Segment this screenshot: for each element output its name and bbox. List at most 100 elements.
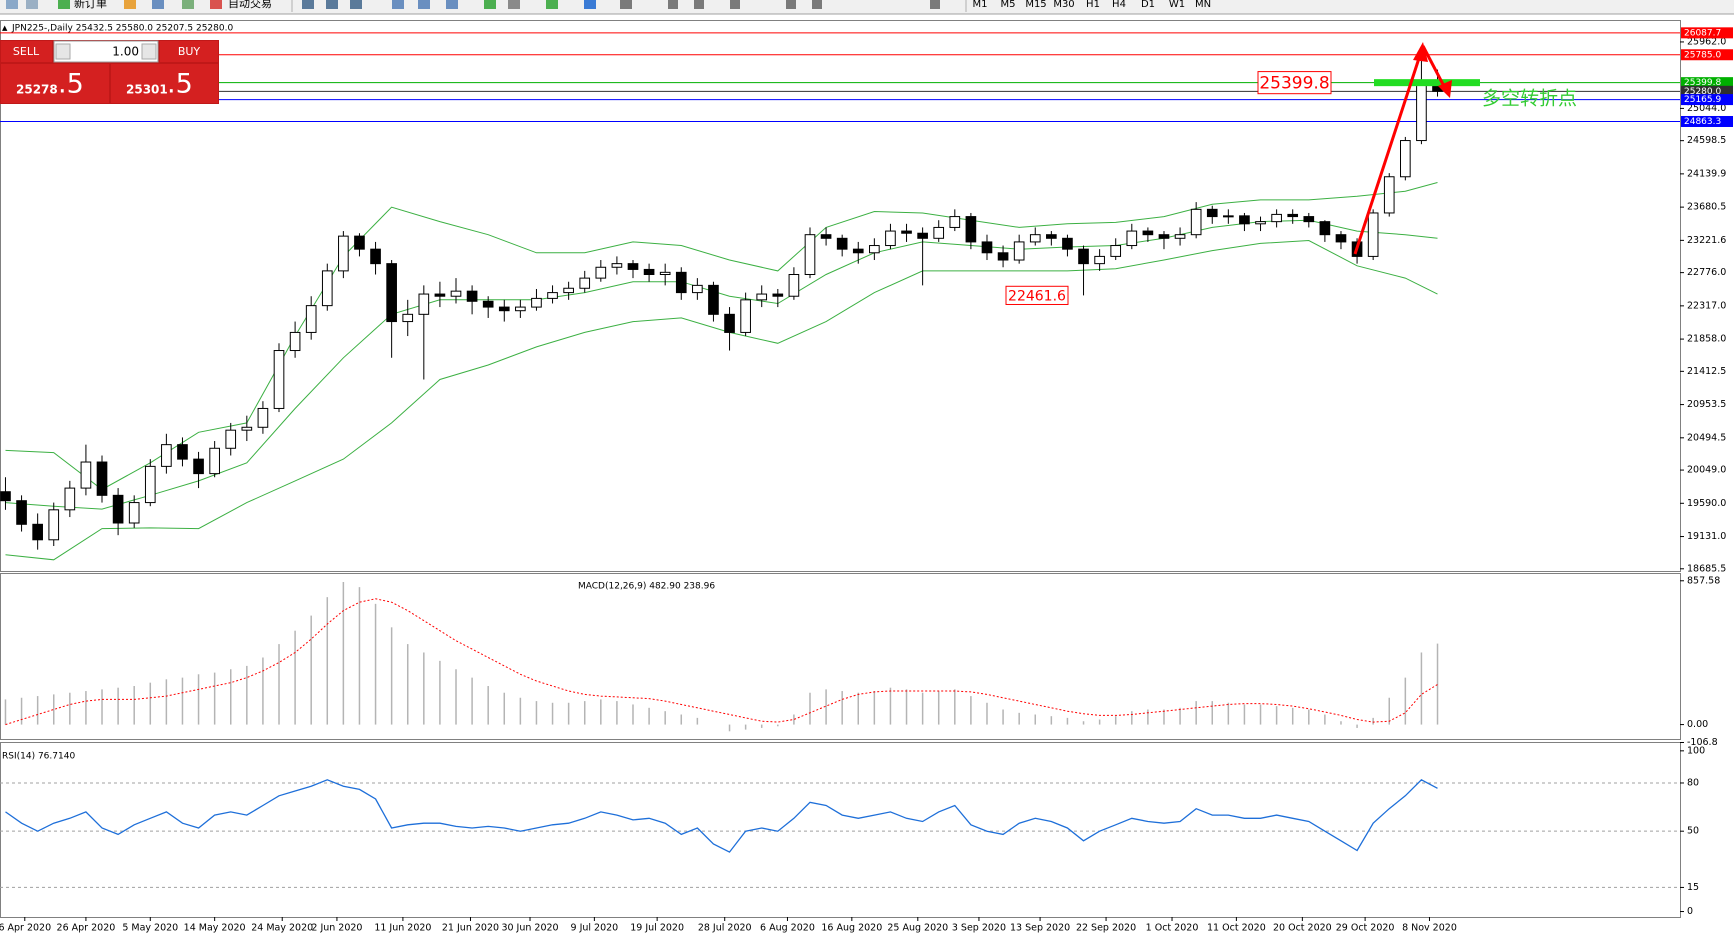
- icon[interactable]: [546, 0, 558, 9]
- price-badge-label: 24863.3: [1684, 117, 1721, 127]
- buy-label[interactable]: BUY: [178, 45, 201, 58]
- icon[interactable]: [584, 0, 596, 9]
- y-tick-label: 0.00: [1687, 719, 1708, 730]
- candle-body: [1416, 79, 1427, 142]
- panel-frame: [0, 573, 1681, 740]
- icon[interactable]: [668, 0, 678, 9]
- one-click-trading-panel: SELL 1.00 BUY 25278 .5 25301 .5: [0, 40, 219, 104]
- icon[interactable]: [302, 0, 314, 9]
- timeframe-button[interactable]: M1: [973, 0, 988, 10]
- plot-area: 25962.0 25044.0 24598.5 24139.9 23680.5 23221…: [0, 20, 1733, 934]
- sell-price-box[interactable]: [1, 64, 109, 103]
- x-tick-label: 5 May 2020: [122, 923, 178, 934]
- auto-trading-button[interactable]: 自动交易: [228, 0, 272, 10]
- icon[interactable]: [484, 0, 496, 9]
- ask-price[interactable]: 25301: [126, 83, 168, 97]
- y-tick-label: 21412.5: [1687, 366, 1726, 377]
- candle-body: [273, 350, 285, 409]
- candle-body: [1174, 234, 1186, 239]
- icon[interactable]: [58, 0, 70, 9]
- x-tick-label: 1 Oct 2020: [1146, 923, 1199, 934]
- icon[interactable]: [350, 0, 362, 9]
- candle-body: [1078, 248, 1089, 265]
- turning-point-note: 多空转折点: [1482, 88, 1577, 110]
- candle-body: [482, 300, 494, 308]
- candle-body: [965, 216, 977, 243]
- icon[interactable]: [446, 0, 458, 9]
- lot-field[interactable]: [53, 40, 159, 63]
- icon[interactable]: [694, 0, 704, 9]
- candle-body: [498, 306, 510, 312]
- candle-body: [852, 248, 864, 254]
- candle-body: [144, 465, 156, 504]
- icon[interactable]: [930, 0, 940, 9]
- icon[interactable]: [210, 0, 222, 9]
- icon[interactable]: [182, 0, 194, 9]
- x-tick-label: 25 Aug 2020: [887, 923, 948, 934]
- ask-pip[interactable]: .5: [167, 69, 193, 100]
- lot-value[interactable]: 1.00: [112, 45, 139, 59]
- y-tick-label: 20049.0: [1687, 465, 1726, 476]
- price-badge-label: 26087.7: [1684, 28, 1721, 38]
- candle-body: [402, 313, 414, 323]
- timeframe-button[interactable]: M15: [1025, 0, 1046, 10]
- icon[interactable]: [26, 0, 38, 9]
- candle-body: [515, 306, 526, 312]
- candle-body: [1255, 221, 1266, 225]
- timeframe-button[interactable]: MN: [1195, 0, 1211, 10]
- y-tick-label: 15: [1687, 882, 1699, 893]
- candle-body: [450, 290, 462, 297]
- icon[interactable]: [508, 0, 520, 9]
- sell-label[interactable]: SELL: [13, 45, 40, 58]
- candle-body: [241, 426, 253, 431]
- timeframe-button[interactable]: H1: [1086, 0, 1100, 10]
- timeframe-button[interactable]: H4: [1112, 0, 1126, 10]
- candle-body: [933, 226, 945, 239]
- icon[interactable]: [812, 0, 822, 9]
- icon[interactable]: [152, 0, 164, 9]
- timeframe-button[interactable]: M30: [1053, 0, 1074, 10]
- candle-body: [820, 234, 832, 239]
- arrow-head: [1438, 80, 1452, 98]
- timeframe-button[interactable]: D1: [1141, 0, 1155, 10]
- icon[interactable]: [326, 0, 338, 9]
- bid-price[interactable]: 25278: [16, 83, 58, 97]
- icon[interactable]: [124, 0, 136, 9]
- macd-panel: 857.58 0.00 -106.8: [4, 575, 1720, 748]
- y-tick-label: 0: [1687, 906, 1693, 917]
- icon[interactable]: [418, 0, 430, 9]
- timeframe-button[interactable]: M5: [1001, 0, 1016, 10]
- buy-button[interactable]: [160, 41, 218, 62]
- candle-body: [257, 407, 269, 428]
- panel-frame: [0, 742, 1681, 918]
- new-order-button[interactable]: 新订单: [74, 0, 107, 10]
- candle-body: [708, 284, 719, 315]
- lot-down[interactable]: [55, 43, 71, 60]
- candle-body: [869, 245, 880, 254]
- icon[interactable]: [786, 0, 796, 9]
- icon[interactable]: [620, 0, 632, 9]
- candle-body: [659, 271, 671, 276]
- y-tick-label: 22317.0: [1687, 300, 1726, 311]
- sell-button[interactable]: [1, 41, 52, 62]
- x-tick-label: 11 Jun 2020: [374, 923, 431, 934]
- candle-body: [1142, 230, 1154, 236]
- bid-pip[interactable]: .5: [58, 69, 84, 100]
- x-tick-label: 26 Apr 2020: [57, 923, 116, 934]
- candle-body: [225, 429, 237, 449]
- candle-body: [1126, 230, 1138, 247]
- icon[interactable]: [392, 0, 404, 9]
- timeframe-button[interactable]: W1: [1169, 0, 1185, 10]
- candle-body: [1303, 216, 1315, 223]
- timeframe-bar: M1 M5 M15 M30 H1 H4 D1 W1 MN: [973, 0, 1212, 10]
- candle-body: [80, 461, 92, 489]
- buy-price-box[interactable]: [111, 64, 218, 103]
- icon[interactable]: [6, 0, 18, 9]
- candle-body: [48, 509, 60, 541]
- candle-body: [305, 305, 317, 333]
- candle-body: [885, 230, 896, 247]
- lot-up[interactable]: [141, 43, 157, 60]
- y-tick-label: 18685.5: [1687, 563, 1726, 574]
- icon[interactable]: [730, 0, 740, 9]
